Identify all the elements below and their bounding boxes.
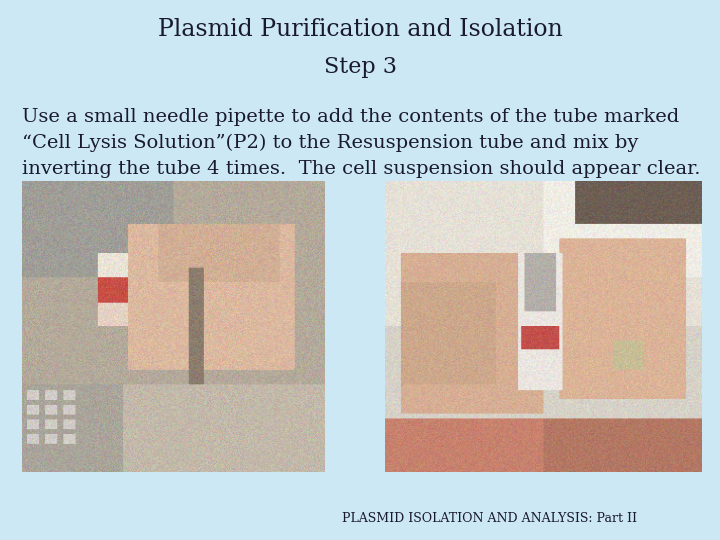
Text: Use a small needle pipette to add the contents of the tube marked
“Cell Lysis So: Use a small needle pipette to add the co… (22, 108, 700, 178)
Text: Plasmid Purification and Isolation: Plasmid Purification and Isolation (158, 18, 562, 41)
Text: PLASMID ISOLATION AND ANALYSIS: Part II: PLASMID ISOLATION AND ANALYSIS: Part II (342, 512, 637, 525)
Text: Step 3: Step 3 (323, 57, 397, 78)
